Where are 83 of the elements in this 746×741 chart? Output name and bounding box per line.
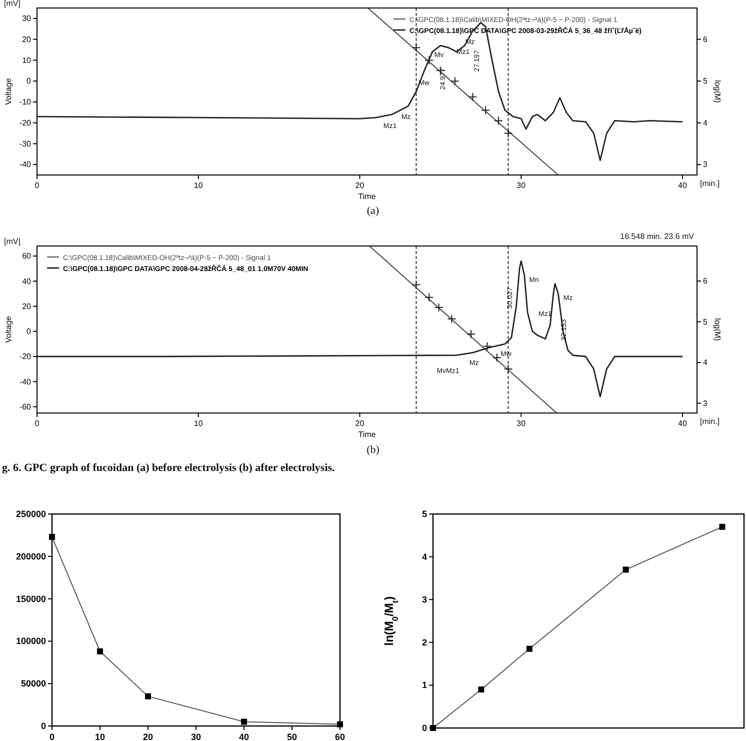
y-tick-label: -20 [19, 118, 32, 128]
x-tick-label: 30 [516, 181, 526, 190]
y-tick-label: 2 [422, 637, 427, 648]
text: [min.] [700, 417, 720, 426]
y-tick-label: 250000 [16, 509, 46, 519]
x-tick-label: 0 [34, 181, 40, 190]
y-tick-label: 100000 [16, 636, 46, 646]
line-series [37, 260, 684, 398]
y-tick-label: 3 [422, 594, 427, 605]
text: [mV] [4, 237, 20, 246]
text: [mV] [4, 0, 20, 8]
point [447, 314, 456, 324]
point [466, 329, 476, 338]
y-tick-label: -20 [19, 352, 32, 362]
line-series [37, 22, 684, 162]
y-tick-label: 5 [422, 509, 427, 519]
y-tick-label: -30 [19, 139, 32, 148]
x-tick-label: 20 [355, 181, 365, 190]
point [492, 353, 502, 362]
y2-tick-label: 4 [703, 118, 708, 128]
text: g. 6. GPC graph of fucoidan (a) before electrolysis (b) after electrolysis. [2, 462, 336, 474]
x-tick-label: 10 [194, 181, 204, 190]
y2-tick-label: 6 [703, 276, 708, 286]
y-tick-label: 0 [40, 721, 46, 731]
y-tick-label: 1 [422, 680, 427, 690]
y-tick-label: 40 [22, 276, 32, 286]
y2-axis-title: log(M) [713, 80, 722, 104]
y-tick-label: 4 [422, 552, 427, 562]
text: (a) [366, 205, 380, 217]
y-axis-title: Voltage [4, 316, 13, 343]
y2-tick-label: 3 [703, 160, 708, 170]
point [504, 364, 513, 374]
y-tick-label: 0 [422, 723, 427, 733]
y-tick-label: 20 [22, 302, 32, 311]
x-tick-label: 10 [94, 732, 106, 741]
point [424, 56, 434, 65]
y-tick-label: 0 [26, 327, 32, 336]
point [434, 303, 444, 312]
y2-tick-label: 5 [703, 317, 708, 326]
y-tick-label: 60 [22, 252, 32, 261]
point [468, 92, 478, 102]
point [504, 128, 513, 138]
x-tick-label: 10 [194, 419, 204, 428]
x-tick-label: 40 [678, 419, 688, 428]
x-tick-label: 20 [142, 732, 154, 741]
y-tick-label: -60 [19, 402, 32, 412]
point [412, 43, 421, 52]
y-tick-label: 10 [22, 56, 32, 65]
text: [min.] [700, 179, 720, 188]
y-axis-title: Voltage [4, 78, 13, 105]
point [412, 280, 421, 290]
point [494, 116, 504, 126]
y-tick-label: 30 [22, 14, 32, 24]
x-tick-label: 30 [190, 732, 202, 741]
y2-tick-label: 5 [703, 76, 708, 86]
y-tick-label: 150000 [16, 594, 46, 604]
y2-tick-label: 4 [703, 358, 708, 368]
y-tick-label: 20 [22, 34, 32, 44]
x-tick-label: 60 [334, 732, 346, 741]
point [481, 106, 490, 115]
text: (b) [366, 444, 380, 456]
x-tick-label: 40 [238, 732, 250, 741]
point [450, 76, 460, 86]
y2-tick-label: 3 [703, 398, 708, 408]
point [482, 342, 492, 351]
y-tick-label: -40 [19, 160, 32, 170]
y-tick-label: 50000 [20, 678, 46, 689]
y-tick-label: -10 [19, 98, 32, 107]
x-tick-label: 20 [355, 419, 365, 428]
x-tick-label: 40 [678, 181, 688, 190]
y2-axis-title: log(M) [713, 318, 722, 342]
x-tick-label: 50 [286, 732, 298, 741]
x-tick-label: 30 [516, 419, 526, 428]
y-tick-label: 0 [26, 76, 32, 86]
y-tick-label: 200000 [16, 551, 46, 562]
x-axis-title: Time [358, 430, 376, 439]
text: 16.548 min. 23.6 mV [620, 232, 695, 241]
y2-tick-label: 6 [703, 34, 708, 44]
point [424, 292, 434, 302]
x-axis-title: Time [358, 192, 376, 201]
x-tick-label: 0 [49, 732, 55, 741]
y-tick-label: -40 [19, 377, 32, 386]
x-tick-label: 0 [34, 419, 40, 428]
